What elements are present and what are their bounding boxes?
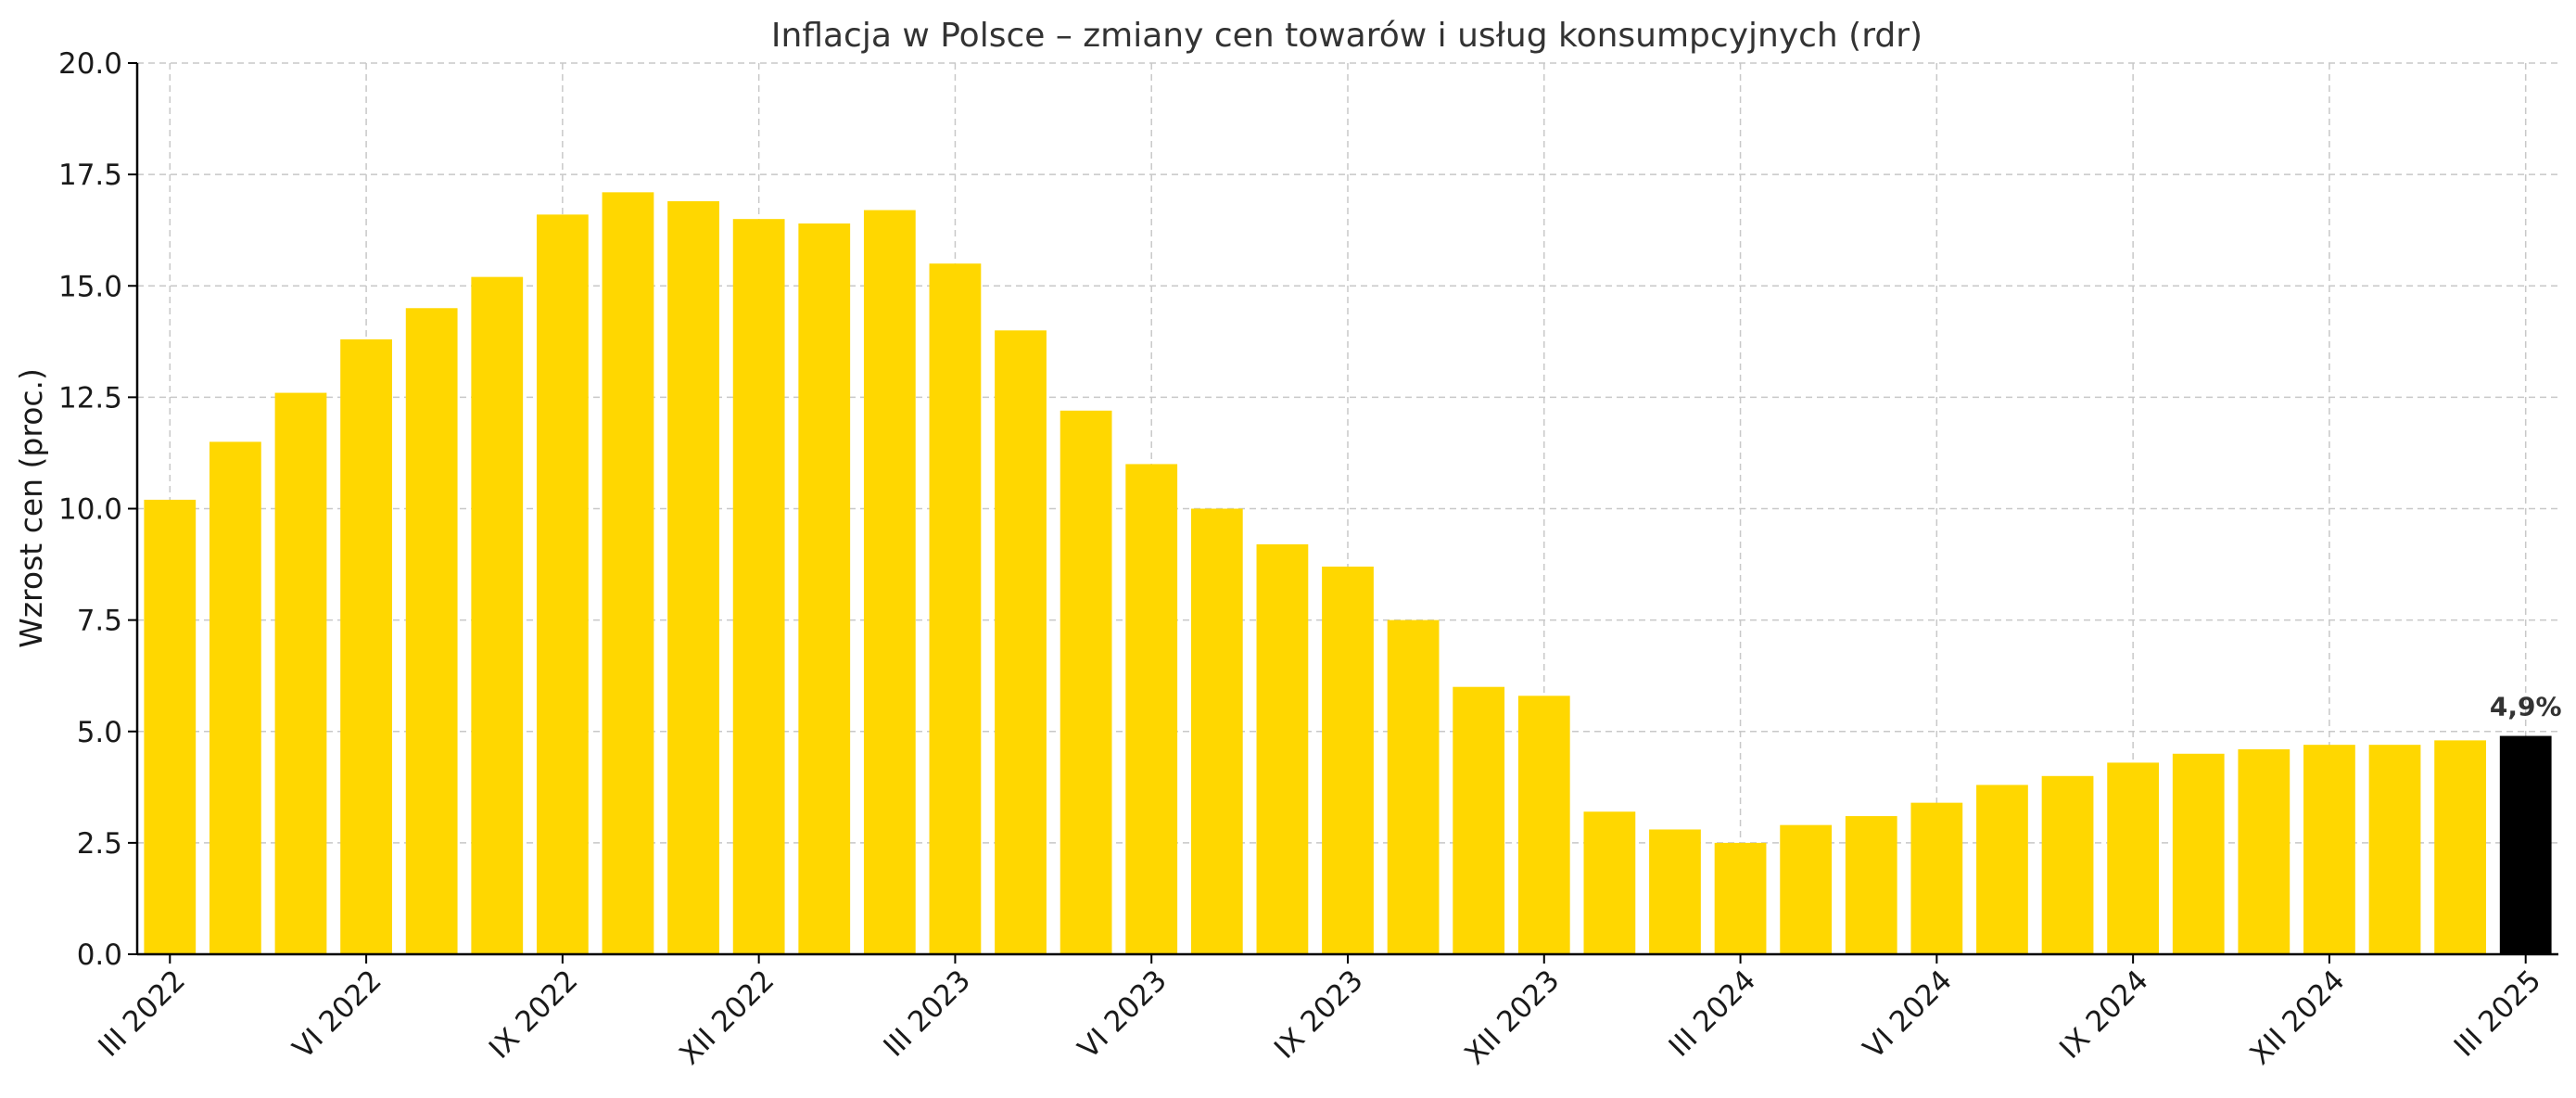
bar [929,263,982,955]
x-tick-label: III 2025 [2448,964,2548,1064]
bar [274,392,327,954]
bar [1517,696,1570,954]
bar [1060,410,1112,954]
bar [405,308,458,954]
bar [1976,785,2028,954]
y-tick-label: 7.5 [77,605,122,638]
y-tick-label: 5.0 [77,716,122,749]
x-tick-label: IX 2022 [483,964,585,1066]
bar [1256,543,1309,954]
y-tick-label: 10.0 [58,493,122,527]
bar [209,441,261,954]
bar [798,223,851,955]
value-annotation: 4,9% [2490,692,2562,722]
bar [340,338,392,954]
x-axis-ticks: III 2022 VI 2022 IX 2022 XII 2022 III 2023 VI… [92,954,2547,1071]
y-axis-ticks: 0.0 2.5 5.0 7.5 10.0 12.5 15.0 17.5 20.0 [58,47,137,972]
y-tick-label: 17.5 [58,159,122,192]
y-axis-label: Wzrost cen (proc.) [13,368,49,648]
x-tick-label: XII 2024 [2243,964,2351,1071]
bar-highlighted [2499,735,2552,954]
bar [1714,842,1767,954]
bar [471,276,524,954]
bar [1583,811,1636,954]
bar [1910,802,1963,954]
x-tick-label: VI 2024 [1857,964,1959,1066]
x-tick-label: XII 2023 [1458,964,1566,1071]
x-tick-label: III 2024 [1663,964,1763,1064]
bar [1780,824,1833,954]
x-tick-label: III 2023 [877,964,977,1064]
y-tick-label: 15.0 [58,270,122,303]
annotations: 4,9% [2490,692,2562,722]
y-tick-label: 2.5 [77,827,122,861]
bar [2434,740,2486,954]
bar [1125,464,1178,954]
bar [863,210,916,954]
bar [602,192,654,955]
bar [2107,762,2160,954]
bar [1453,686,1505,954]
y-tick-label: 0.0 [77,938,122,972]
y-tick-label: 20.0 [58,47,122,81]
bar [2303,745,2355,954]
x-tick-label: VI 2022 [286,964,388,1066]
bar [1387,619,1440,954]
x-tick-label: IX 2023 [1268,964,1370,1066]
bar [2172,753,2225,954]
bar [144,499,197,954]
x-tick-label: XII 2022 [673,964,780,1071]
bar [1190,508,1243,954]
x-tick-label: VI 2023 [1072,964,1174,1066]
bar [995,330,1047,954]
x-tick-label: IX 2024 [2053,964,2155,1066]
bars [144,192,2552,955]
bar [1845,816,1897,954]
x-tick-label: III 2022 [92,964,192,1064]
bar [536,214,589,954]
bar [2041,775,2094,954]
bar [1322,566,1374,954]
bar [2238,748,2290,954]
bar [732,219,785,955]
y-tick-label: 12.5 [58,381,122,415]
bar [1649,829,1701,954]
bar [2368,745,2421,954]
bar [667,200,719,954]
chart-title: Inflacja w Polsce – zmiany cen towarów i… [771,17,1922,55]
